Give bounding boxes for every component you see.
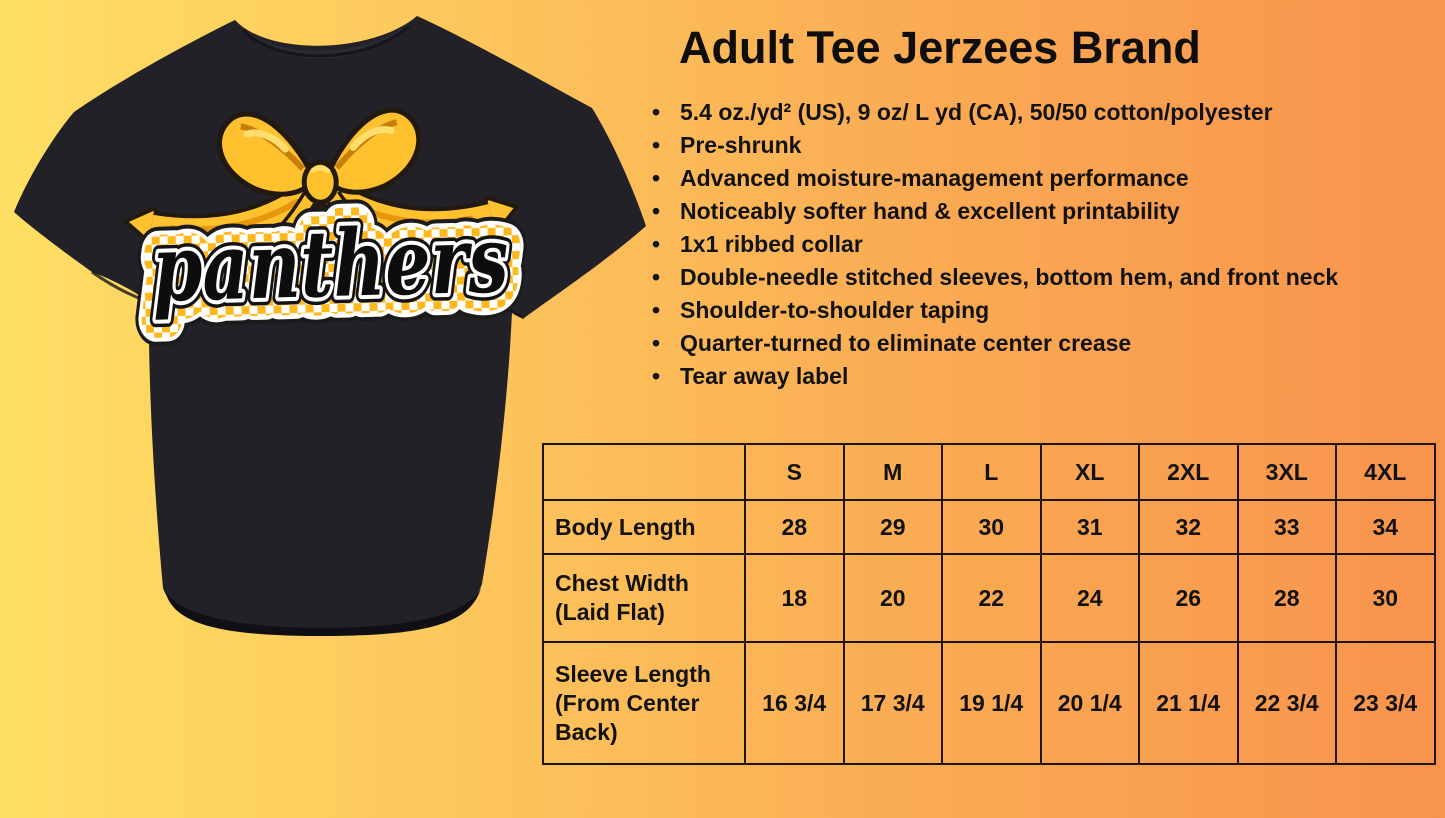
measurement-value: 26 (1138, 553, 1239, 643)
measurement-value: 32 (1138, 499, 1239, 555)
measurement-value: 20 1/4 (1039, 641, 1140, 765)
bullet-icon: • (652, 165, 661, 191)
bullet-icon: • (652, 297, 661, 323)
feature-item: • 5.4 oz./yd² (US), 9 oz/ L yd (CA), 50/5… (652, 96, 1412, 129)
bow-icon (217, 107, 422, 205)
bullet-icon: • (652, 330, 661, 356)
bullet-icon: • (652, 198, 661, 224)
ribbon-tails (123, 174, 519, 271)
feature-item: • Advanced moisture-management performanc… (652, 162, 1412, 195)
bullet-icon: • (652, 99, 661, 125)
feature-text: 1x1 ribbed collar (680, 231, 863, 257)
size-column-header: M (842, 443, 943, 501)
size-chart-row: Sleeve Length (From Center Back) 16 3/4 17… (542, 641, 1436, 765)
size-column-header: S (744, 443, 845, 501)
feature-text: Advanced moisture-management performance (680, 165, 1189, 191)
measurement-value: 17 3/4 (842, 641, 943, 765)
bullet-icon: • (652, 231, 661, 257)
measurement-value: 34 (1335, 499, 1436, 555)
measurement-value: 19 1/4 (941, 641, 1042, 765)
feature-item: • Tear away label (652, 360, 1412, 393)
svg-text:panthers: panthers (151, 205, 510, 322)
tshirt-graphic: panthers panthers panthers panthers pant… (14, 16, 646, 636)
bullet-icon: • (652, 363, 661, 389)
tshirt-photo: panthers panthers panthers panthers pant… (0, 0, 660, 813)
bullet-icon: • (652, 264, 661, 290)
svg-text:panthers: panthers (151, 205, 510, 322)
measurement-value: 23 3/4 (1335, 641, 1436, 765)
size-column-header: 3XL (1236, 443, 1337, 501)
measurement-value: 31 (1039, 499, 1140, 555)
tshirt-body (14, 16, 646, 636)
measurement-value: 28 (744, 499, 845, 555)
feature-item: • Double-needle stitched sleeves, bottom … (652, 261, 1412, 294)
measurement-value: 22 (941, 553, 1042, 643)
size-column-header: 4XL (1335, 443, 1436, 501)
size-column-header: XL (1039, 443, 1140, 501)
measurement-value: 22 3/4 (1236, 641, 1337, 765)
measurement-value: 30 (1335, 553, 1436, 643)
svg-text:panthers: panthers (151, 205, 510, 322)
measurement-label: Body Length (542, 499, 746, 555)
measurement-value: 24 (1039, 553, 1140, 643)
bullet-icon: • (652, 132, 661, 158)
feature-item: • Shoulder-to-shoulder taping (652, 294, 1412, 327)
design-word: panthers panthers panthers panthers pant… (125, 179, 536, 348)
shirt-print: panthers panthers panthers panthers pant… (123, 107, 536, 349)
size-chart-row: Body Length 28 29 30 31 32 33 34 (542, 499, 1436, 555)
feature-text: Pre-shrunk (680, 132, 802, 158)
feature-text: Noticeably softer hand & excellent print… (680, 198, 1180, 224)
feature-item: • Pre-shrunk (652, 129, 1412, 162)
measurement-value: 33 (1236, 499, 1337, 555)
feature-text: Quarter-turned to eliminate center creas… (680, 330, 1132, 356)
size-chart-row: Chest Width (Laid Flat) 18 20 22 24 26 28 30 (542, 553, 1436, 643)
size-column-header: L (941, 443, 1042, 501)
measurement-value: 20 (842, 553, 943, 643)
measurement-value: 30 (941, 499, 1042, 555)
size-chart-corner-cell (542, 443, 746, 501)
measurement-value: 28 (1236, 553, 1337, 643)
feature-list: • 5.4 oz./yd² (US), 9 oz/ L yd (CA), 50/5… (652, 96, 1412, 393)
feature-text: Double-needle stitched sleeves, bottom h… (680, 264, 1339, 290)
feature-item: • Quarter-turned to eliminate center crea… (652, 327, 1412, 360)
measurement-value: 21 1/4 (1138, 641, 1239, 765)
feature-text: 5.4 oz./yd² (US), 9 oz/ L yd (CA), 50/50… (680, 99, 1273, 125)
feature-item: • 1x1 ribbed collar (652, 228, 1412, 261)
measurement-value: 16 3/4 (744, 641, 845, 765)
measurement-label: Sleeve Length (From Center Back) (542, 641, 746, 765)
page-title: Adult Tee Jerzees Brand (679, 22, 1201, 73)
measurement-label: Chest Width (Laid Flat) (542, 553, 746, 643)
measurement-value: 29 (842, 499, 943, 555)
measurement-value: 18 (744, 553, 845, 643)
size-chart-table: S M L XL 2XL 3XL 4XL Body Length 28 29 30 31 32 33 34 C… (542, 443, 1436, 765)
feature-text: Shoulder-to-shoulder taping (680, 297, 990, 323)
feature-text: Tear away label (680, 363, 849, 389)
feature-item: • Noticeably softer hand & excellent prin… (652, 195, 1412, 228)
size-column-header: 2XL (1138, 443, 1239, 501)
